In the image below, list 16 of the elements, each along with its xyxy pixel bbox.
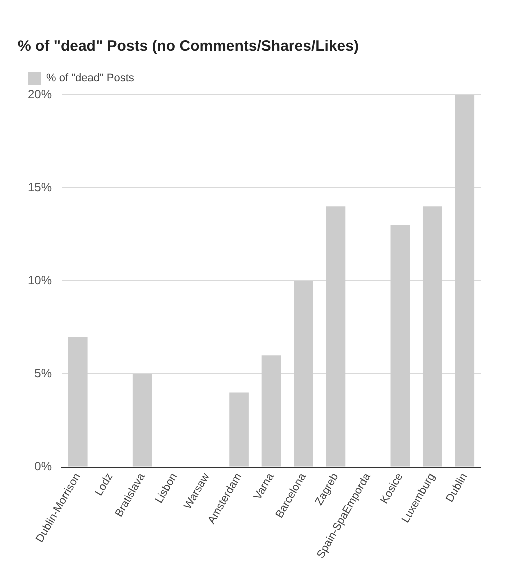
y-tick-label: 0% (34, 460, 52, 474)
y-tick-label: 20% (28, 87, 52, 102)
y-tick-label: 10% (28, 273, 52, 288)
chart-title: % of "dead" Posts (no Comments/Shares/Likes) (18, 38, 359, 56)
bar (390, 225, 410, 467)
bar (262, 356, 282, 467)
y-tick-label: 5% (34, 366, 52, 381)
bar (230, 392, 249, 467)
bar (294, 281, 314, 467)
legend-label: % of "dead" Posts (46, 72, 135, 85)
bar (326, 206, 346, 467)
bar (68, 336, 88, 467)
bar (455, 95, 475, 467)
y-tick-label: 15% (28, 180, 52, 194)
bar (422, 206, 442, 467)
bar (132, 374, 152, 467)
